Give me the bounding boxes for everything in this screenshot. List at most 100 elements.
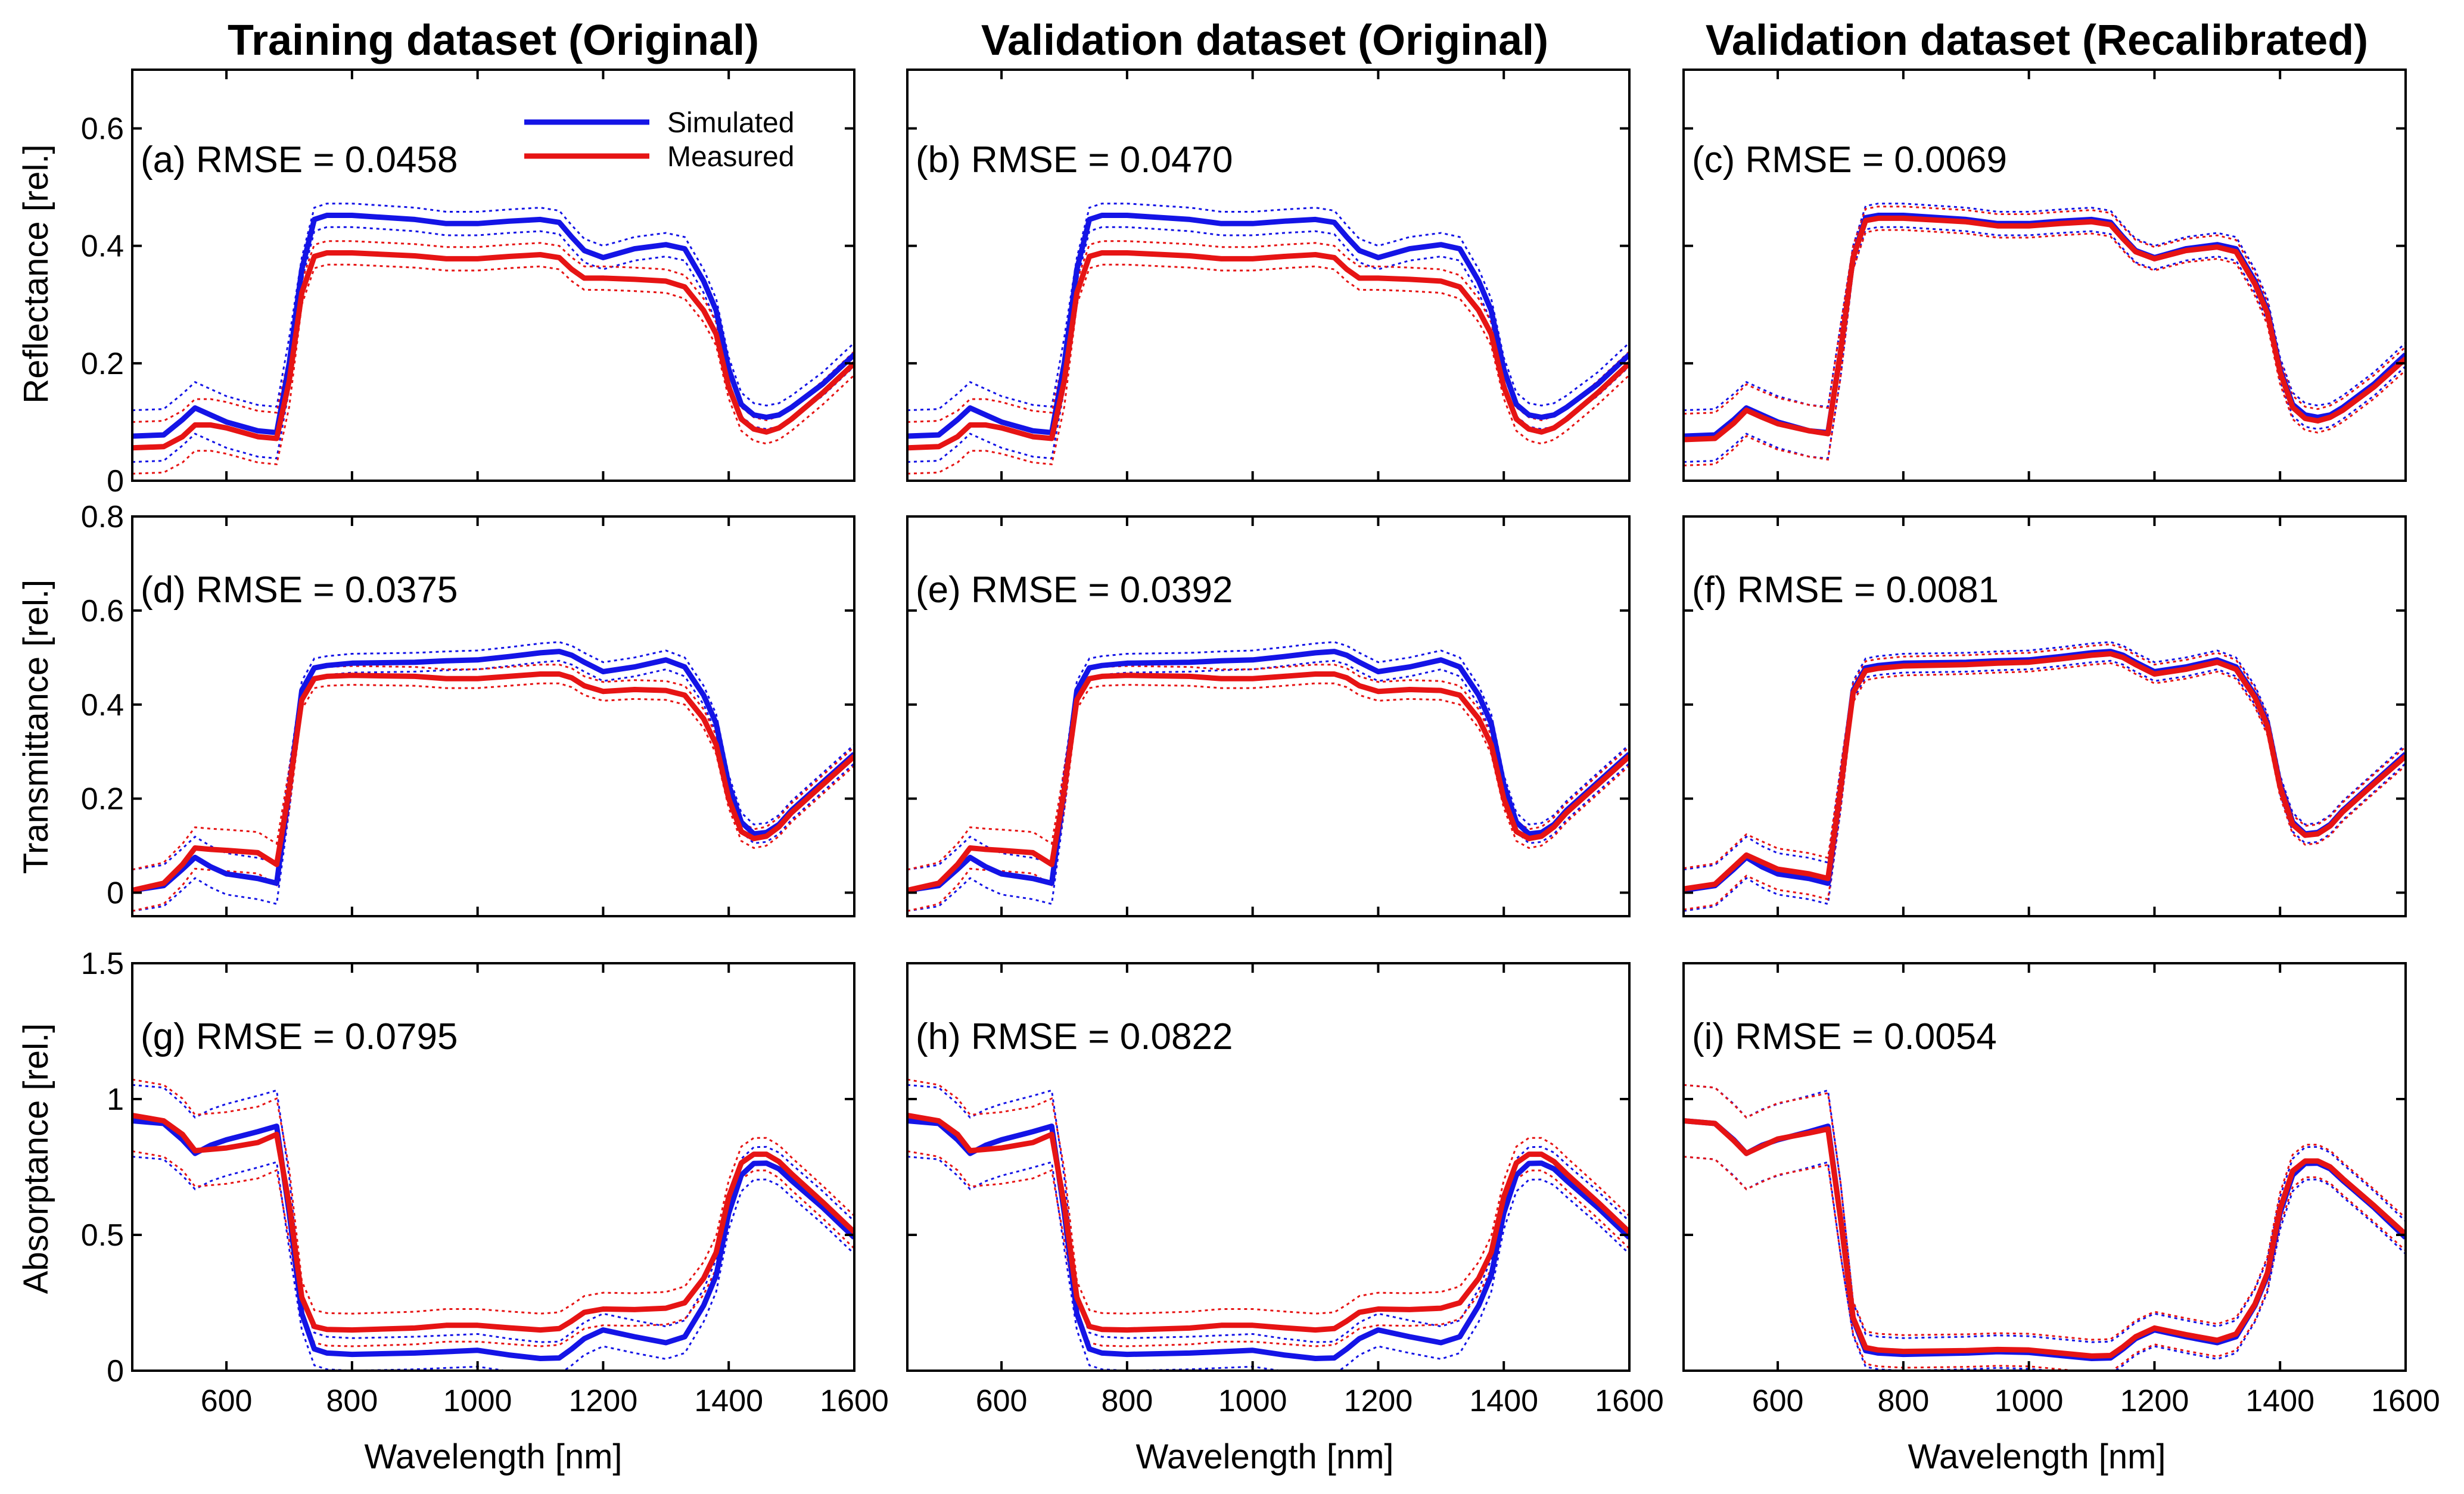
measured-envelope-upper-b [907,240,1629,423]
x-tick-label: 800 [1101,1384,1153,1418]
x-tick-label: 600 [1752,1384,1804,1418]
x-tick-label: 800 [326,1384,378,1418]
x-tick-label: 1000 [443,1384,512,1418]
y-axis-label-reflectance: Reflectance [rel.] [17,144,55,403]
measured-envelope-lower-b [907,263,1629,475]
simulated-envelope-lower-c [1684,226,2406,463]
y-tick-label: 0.5 [81,1218,124,1253]
panel-a: 0 0.2 0.4 0.6 (a) RMSE = 0.0458 [81,69,855,499]
column-title-validation-original: Validation dataset (Original) [981,17,1548,64]
simulated-envelope-upper-a [132,203,854,412]
y-tick-label: 0.2 [81,347,124,381]
rmse-annotation-h: (h) RMSE = 0.0822 [916,1016,1233,1057]
simulated-line-d [132,649,854,894]
x-tick-label: 1600 [2371,1384,2440,1418]
measured-envelope-lower-g [132,1150,854,1347]
panel-e: (e) RMSE = 0.0392 [906,515,1631,917]
simulated-line-f [1684,649,2406,894]
simulated-envelope-upper-c [1684,203,2406,412]
y-tick-label: 0.2 [81,782,124,817]
x-tick-label: 600 [976,1384,1028,1418]
measured-envelope-upper-c [1684,206,2406,415]
measured-envelope-lower-h [907,1150,1629,1347]
rmse-annotation-c: (c) RMSE = 0.0069 [1692,139,2007,180]
axes-box-f [1682,515,2407,917]
x-tick-label: 1200 [569,1384,638,1418]
y-tick-label: 0 [107,464,124,499]
measured-line-f [1684,651,2406,892]
y-tick-label: 0.6 [81,594,124,628]
measured-envelope-upper-e [907,664,1629,871]
measured-envelope-lower-e [907,682,1629,912]
simulated-envelope-lower-a [132,226,854,463]
axes-box-h [906,962,1631,1372]
panel-d: 0 0.2 0.4 0.6 0.8 (d) RMSE = 0.0375 [81,500,855,917]
rmse-annotation-g: (g) RMSE = 0.0795 [141,1016,458,1057]
measured-line-a [132,250,854,451]
measured-envelope-lower-f [1684,662,2406,911]
y-tick-label: 0.6 [81,112,124,147]
measured-envelope-upper-g [132,1078,854,1315]
x-tick-label: 1600 [820,1384,889,1418]
simulated-line-c [1684,213,2406,439]
measured-line-i [1684,1118,2406,1359]
x-tick-label: 1000 [1218,1384,1287,1418]
panel-h: 600 800 1000 1200 1400 1600 (h) RMSE = 0.0822 [906,962,1664,1418]
legend-measured-label: Measured [667,141,794,173]
column-title-training-original: Training dataset (Original) [228,17,759,64]
panel-f: (f) RMSE = 0.0081 [1682,515,2407,917]
y-tick-label: 0.8 [81,500,124,534]
simulated-envelope-lower-g [132,1156,854,1371]
measured-line-h [907,1112,1629,1333]
simulated-envelope-upper-i [1684,1084,2406,1343]
x-axis-label-c: Wavelength [nm] [1908,1437,2166,1476]
simulated-line-e [907,649,1629,894]
simulated-line-b [907,213,1629,439]
axes-box-i [1682,962,2407,1372]
x-tick-label: 1600 [1595,1384,1664,1418]
measured-envelope-lower-a [132,263,854,475]
y-tick-label: 0 [107,876,124,911]
measured-envelope-lower-c [1684,229,2406,466]
panel-c: (c) RMSE = 0.0069 [1682,69,2407,482]
panel-g: 600 800 1000 1200 1400 1600 0 0.5 1 1.5 (g) RMSE =… [81,947,889,1418]
x-tick-label: 1400 [1469,1384,1538,1418]
rmse-annotation-a: (a) RMSE = 0.0458 [141,139,458,180]
measured-envelope-upper-i [1684,1084,2406,1341]
measured-line-d [132,671,854,893]
simulated-envelope-lower-f [1684,659,2406,912]
rmse-annotation-i: (i) RMSE = 0.0054 [1692,1016,1997,1057]
simulated-line-g [132,1118,854,1361]
measured-envelope-lower-i [1684,1156,2406,1371]
x-tick-label: 1200 [1344,1384,1413,1418]
measured-line-c [1684,215,2406,443]
x-tick-label: 1000 [1995,1384,2064,1418]
axes-box-e [906,515,1631,917]
measured-envelope-upper-h [907,1078,1629,1315]
y-tick-label: 0.4 [81,229,124,264]
simulated-envelope-lower-h [907,1156,1629,1371]
measured-envelope-upper-f [1684,643,2406,869]
y-tick-label: 1.5 [81,947,124,981]
axes-box-a [131,69,855,482]
legend-simulated-label: Simulated [667,107,794,139]
measured-envelope-upper-a [132,240,854,423]
simulated-envelope-upper-d [132,641,854,871]
y-axis-label-absorptance: Absorptance [rel.] [17,1023,55,1294]
x-tick-label: 1200 [2120,1384,2189,1418]
x-axis-label-b: Wavelength [nm] [1135,1437,1393,1476]
measured-line-e [907,671,1629,893]
measured-envelope-lower-d [132,682,854,912]
measured-line-b [907,250,1629,451]
simulated-envelope-lower-b [907,226,1629,463]
axes-box-d [131,515,855,917]
simulated-envelope-upper-g [132,1084,854,1343]
x-tick-label: 600 [201,1384,253,1418]
panels-group: 0 0.2 0.4 0.6 (a) RMSE = 0.0458 (b) RMSE = 0.… [81,69,2440,1418]
simulated-envelope-lower-d [132,659,854,912]
simulated-envelope-upper-e [907,641,1629,871]
rmse-annotation-e: (e) RMSE = 0.0392 [916,569,1233,611]
simulated-line-a [132,213,854,439]
axes-box-g [131,962,855,1372]
